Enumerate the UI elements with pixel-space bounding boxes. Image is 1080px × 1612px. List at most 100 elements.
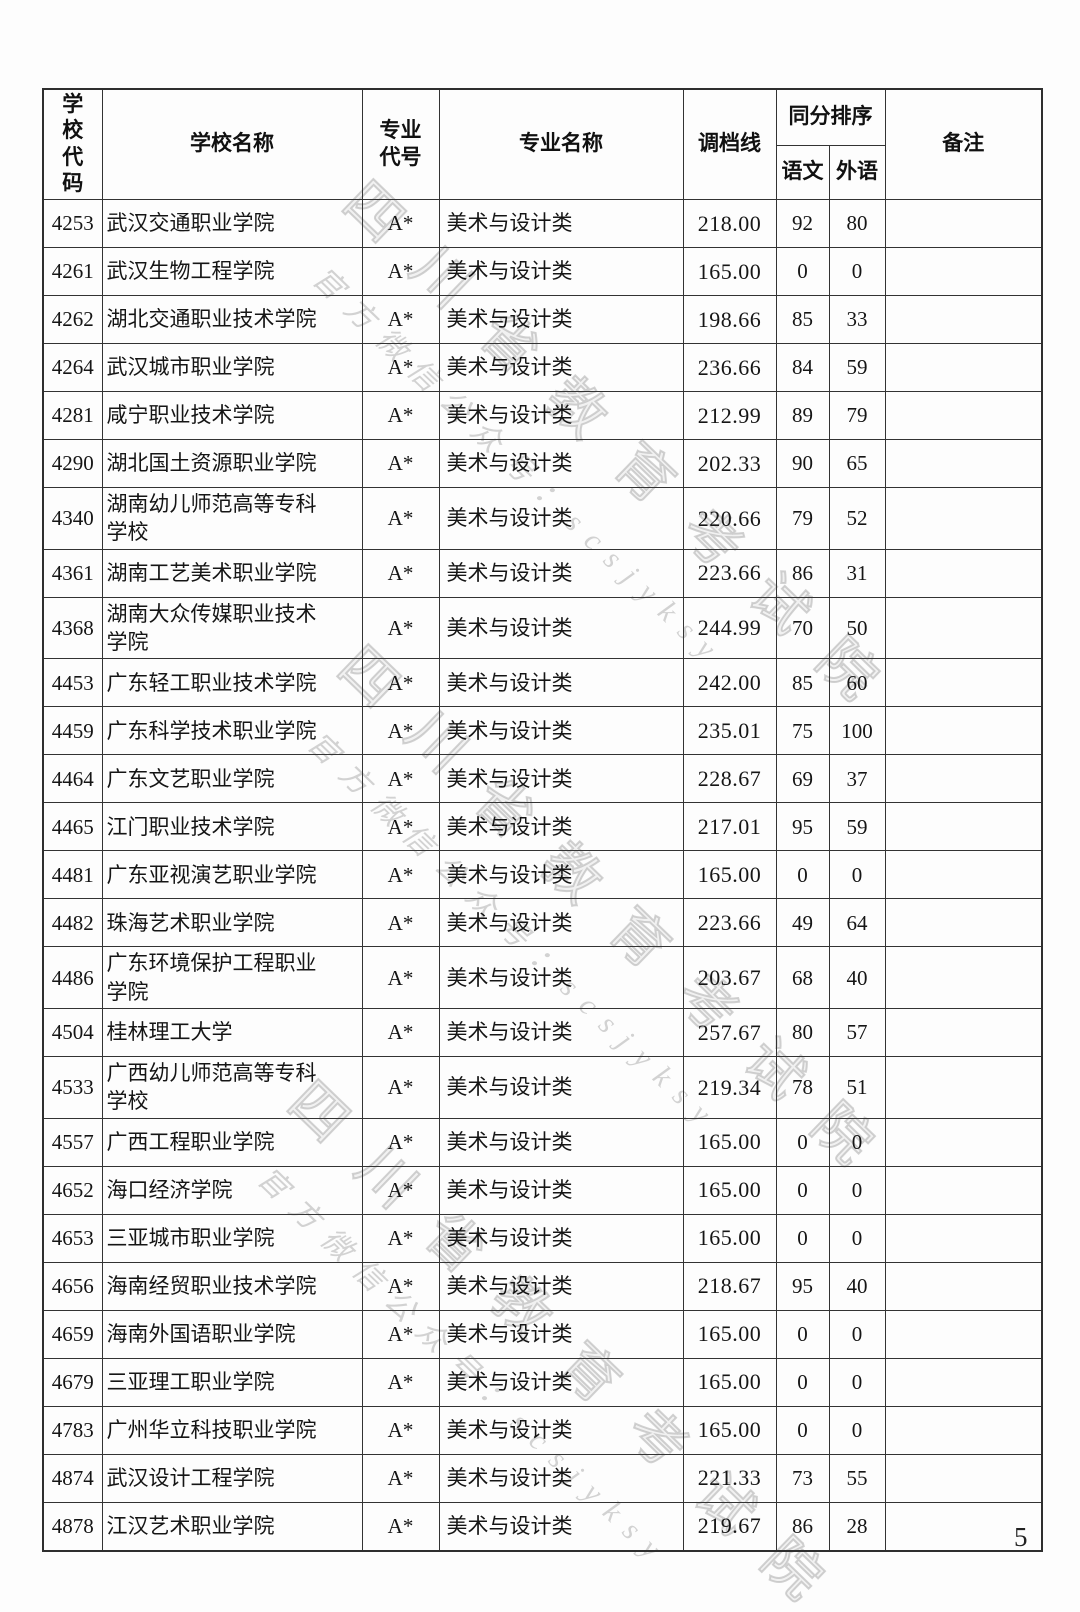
remarks-cell (884, 1261, 1043, 1311)
school-code-cell: 4261 (42, 247, 103, 296)
remarks-cell (884, 946, 1043, 1010)
foreign-score-cell: 52 (828, 487, 886, 550)
school-code-cell: 4453 (42, 658, 103, 708)
major-code-cell: A* (361, 247, 440, 296)
chinese-score-cell: 84 (775, 343, 830, 392)
chinese-score-cell: 86 (775, 1501, 830, 1552)
major-name-cell: 美术与设计类 (438, 596, 684, 660)
chinese-score-cell: 69 (775, 754, 830, 804)
chinese-score-cell: 49 (775, 898, 830, 948)
school-code-cell: 4504 (42, 1008, 103, 1058)
major-name-cell: 美术与设计类 (438, 1117, 684, 1167)
school-code-cell: 4878 (42, 1501, 103, 1552)
chinese-score-cell: 68 (775, 946, 830, 1010)
chinese-score-cell: 0 (775, 1117, 830, 1167)
major-code-cell: A* (361, 596, 440, 660)
foreign-score-cell: 57 (828, 1008, 886, 1058)
remarks-cell (884, 1117, 1043, 1167)
chinese-score-cell: 0 (775, 247, 830, 296)
cutoff-line-cell: 165.00 (682, 1405, 777, 1455)
school-code-cell: 4783 (42, 1405, 103, 1455)
foreign-score-cell: 51 (828, 1056, 886, 1119)
cutoff-line-cell: 212.99 (682, 391, 777, 440)
table-row: 4679 三亚理工职业学院 A* 美术与设计类 165.00 0 0 (42, 1357, 1043, 1407)
admission-score-table-wrap: 学校代码 学校名称 专业代号 专业名称 调档线 同分排序 备注 语文 外语 42… (42, 88, 1043, 1552)
major-name-cell: 美术与设计类 (438, 1309, 684, 1359)
chinese-score-cell: 0 (775, 850, 830, 900)
school-name-cell: 广东轻工职业技术学院 (101, 658, 363, 708)
major-code-cell: A* (361, 706, 440, 756)
major-name-cell: 美术与设计类 (438, 898, 684, 948)
table-row: 4368 湖南大众传媒职业技术学院 A* 美术与设计类 244.99 70 50 (42, 596, 1043, 660)
major-code-cell: A* (361, 439, 440, 488)
school-name-cell: 广东亚视演艺职业学院 (101, 850, 363, 900)
chinese-score-cell: 73 (775, 1453, 830, 1503)
major-code-cell: A* (361, 199, 440, 248)
table-row: 4486 广东环境保护工程职业学院 A* 美术与设计类 203.67 68 40 (42, 946, 1043, 1010)
major-code-cell: A* (361, 1405, 440, 1455)
table-row: 4874 武汉设计工程学院 A* 美术与设计类 221.33 73 55 (42, 1453, 1043, 1503)
major-code-cell: A* (361, 548, 440, 598)
school-name-cell: 湖北交通职业技术学院 (101, 295, 363, 344)
school-code-cell: 4557 (42, 1117, 103, 1167)
table-row: 4465 江门职业技术学院 A* 美术与设计类 217.01 95 59 (42, 802, 1043, 852)
major-code-cell: A* (361, 1309, 440, 1359)
school-name-cell: 海南经贸职业技术学院 (101, 1261, 363, 1311)
foreign-score-cell: 40 (828, 946, 886, 1010)
school-code-cell: 4481 (42, 850, 103, 900)
cutoff-line-cell: 165.00 (682, 247, 777, 296)
major-name-cell: 美术与设计类 (438, 1165, 684, 1215)
foreign-score-cell: 0 (828, 1357, 886, 1407)
school-code-cell: 4465 (42, 802, 103, 852)
school-name-cell: 广西幼儿师范高等专科学校 (101, 1056, 363, 1119)
chinese-score-cell: 95 (775, 1261, 830, 1311)
major-name-cell: 美术与设计类 (438, 1213, 684, 1263)
foreign-score-cell: 100 (828, 706, 886, 756)
major-code-cell: A* (361, 802, 440, 852)
major-name-cell: 美术与设计类 (438, 548, 684, 598)
major-code-cell: A* (361, 1501, 440, 1552)
foreign-score-cell: 65 (828, 439, 886, 488)
chinese-score-cell: 0 (775, 1357, 830, 1407)
remarks-cell (884, 548, 1043, 598)
foreign-score-cell: 60 (828, 658, 886, 708)
school-name-cell: 湖北国土资源职业学院 (101, 439, 363, 488)
major-name-cell: 美术与设计类 (438, 1501, 684, 1552)
major-code-cell: A* (361, 754, 440, 804)
cutoff-line-cell: 165.00 (682, 1309, 777, 1359)
cutoff-line-cell: 221.33 (682, 1453, 777, 1503)
major-code-cell: A* (361, 1056, 440, 1119)
table-row: 4290 湖北国土资源职业学院 A* 美术与设计类 202.33 90 65 (42, 439, 1043, 488)
chinese-score-cell: 0 (775, 1309, 830, 1359)
school-name-cell: 武汉生物工程学院 (101, 247, 363, 296)
remarks-cell (884, 487, 1043, 550)
school-name-cell: 湖南幼儿师范高等专科学校 (101, 487, 363, 550)
cutoff-line-cell: 218.00 (682, 199, 777, 248)
chinese-score-cell: 90 (775, 439, 830, 488)
foreign-score-cell: 50 (828, 596, 886, 660)
major-code-cell: A* (361, 391, 440, 440)
cutoff-line-cell: 217.01 (682, 802, 777, 852)
foreign-score-cell: 0 (828, 247, 886, 296)
table-row: 4557 广西工程职业学院 A* 美术与设计类 165.00 0 0 (42, 1117, 1043, 1167)
school-code-cell: 4281 (42, 391, 103, 440)
header-foreign-language: 外语 (828, 144, 886, 201)
school-name-cell: 广州华立科技职业学院 (101, 1405, 363, 1455)
chinese-score-cell: 0 (775, 1213, 830, 1263)
remarks-cell (884, 247, 1043, 296)
major-code-cell: A* (361, 1117, 440, 1167)
cutoff-line-cell: 257.67 (682, 1008, 777, 1058)
remarks-cell (884, 1008, 1043, 1058)
remarks-cell (884, 199, 1043, 248)
major-code-cell: A* (361, 1261, 440, 1311)
major-code-cell: A* (361, 1008, 440, 1058)
school-name-cell: 广东科学技术职业学院 (101, 706, 363, 756)
school-code-cell: 4652 (42, 1165, 103, 1215)
major-code-cell: A* (361, 946, 440, 1010)
cutoff-line-cell: 219.34 (682, 1056, 777, 1119)
cutoff-line-cell: 165.00 (682, 1357, 777, 1407)
school-name-cell: 海口经济学院 (101, 1165, 363, 1215)
school-name-cell: 江门职业技术学院 (101, 802, 363, 852)
major-name-cell: 美术与设计类 (438, 754, 684, 804)
remarks-cell (884, 596, 1043, 660)
